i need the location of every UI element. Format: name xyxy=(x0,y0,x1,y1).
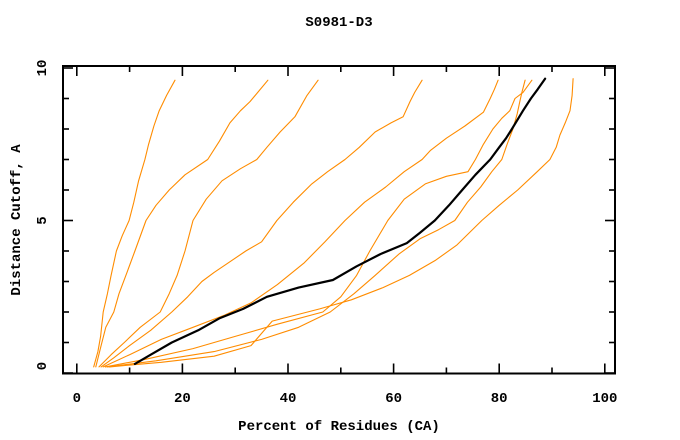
plot-frame xyxy=(62,65,616,375)
x-tick-label: 40 xyxy=(280,391,297,407)
model-curve-6 xyxy=(104,79,533,368)
y-tick-label: 0 xyxy=(35,362,51,370)
x-tick-label: 100 xyxy=(592,391,617,407)
y-tick-label: 5 xyxy=(35,216,51,224)
model-curve-4 xyxy=(100,79,423,368)
chart-title: S0981-D3 xyxy=(305,15,372,31)
x-tick-label: 60 xyxy=(385,391,402,407)
x-tick-label: 80 xyxy=(491,391,508,407)
model-curve-1 xyxy=(93,79,176,368)
y-axis-label: Distance Cutoff, A xyxy=(9,144,25,296)
model-curve-7 xyxy=(106,79,526,368)
x-tick-label: 20 xyxy=(174,391,191,407)
model-curve-8 xyxy=(108,78,574,368)
model-curve-5 xyxy=(102,79,499,368)
model-curve-2 xyxy=(95,79,269,368)
y-tick-label: 10 xyxy=(35,60,51,77)
x-tick-label: 0 xyxy=(73,391,81,407)
model-curve-3 xyxy=(98,79,319,368)
x-axis-label: Percent of Residues (CA) xyxy=(238,419,440,435)
highlighted-curve xyxy=(133,77,547,365)
